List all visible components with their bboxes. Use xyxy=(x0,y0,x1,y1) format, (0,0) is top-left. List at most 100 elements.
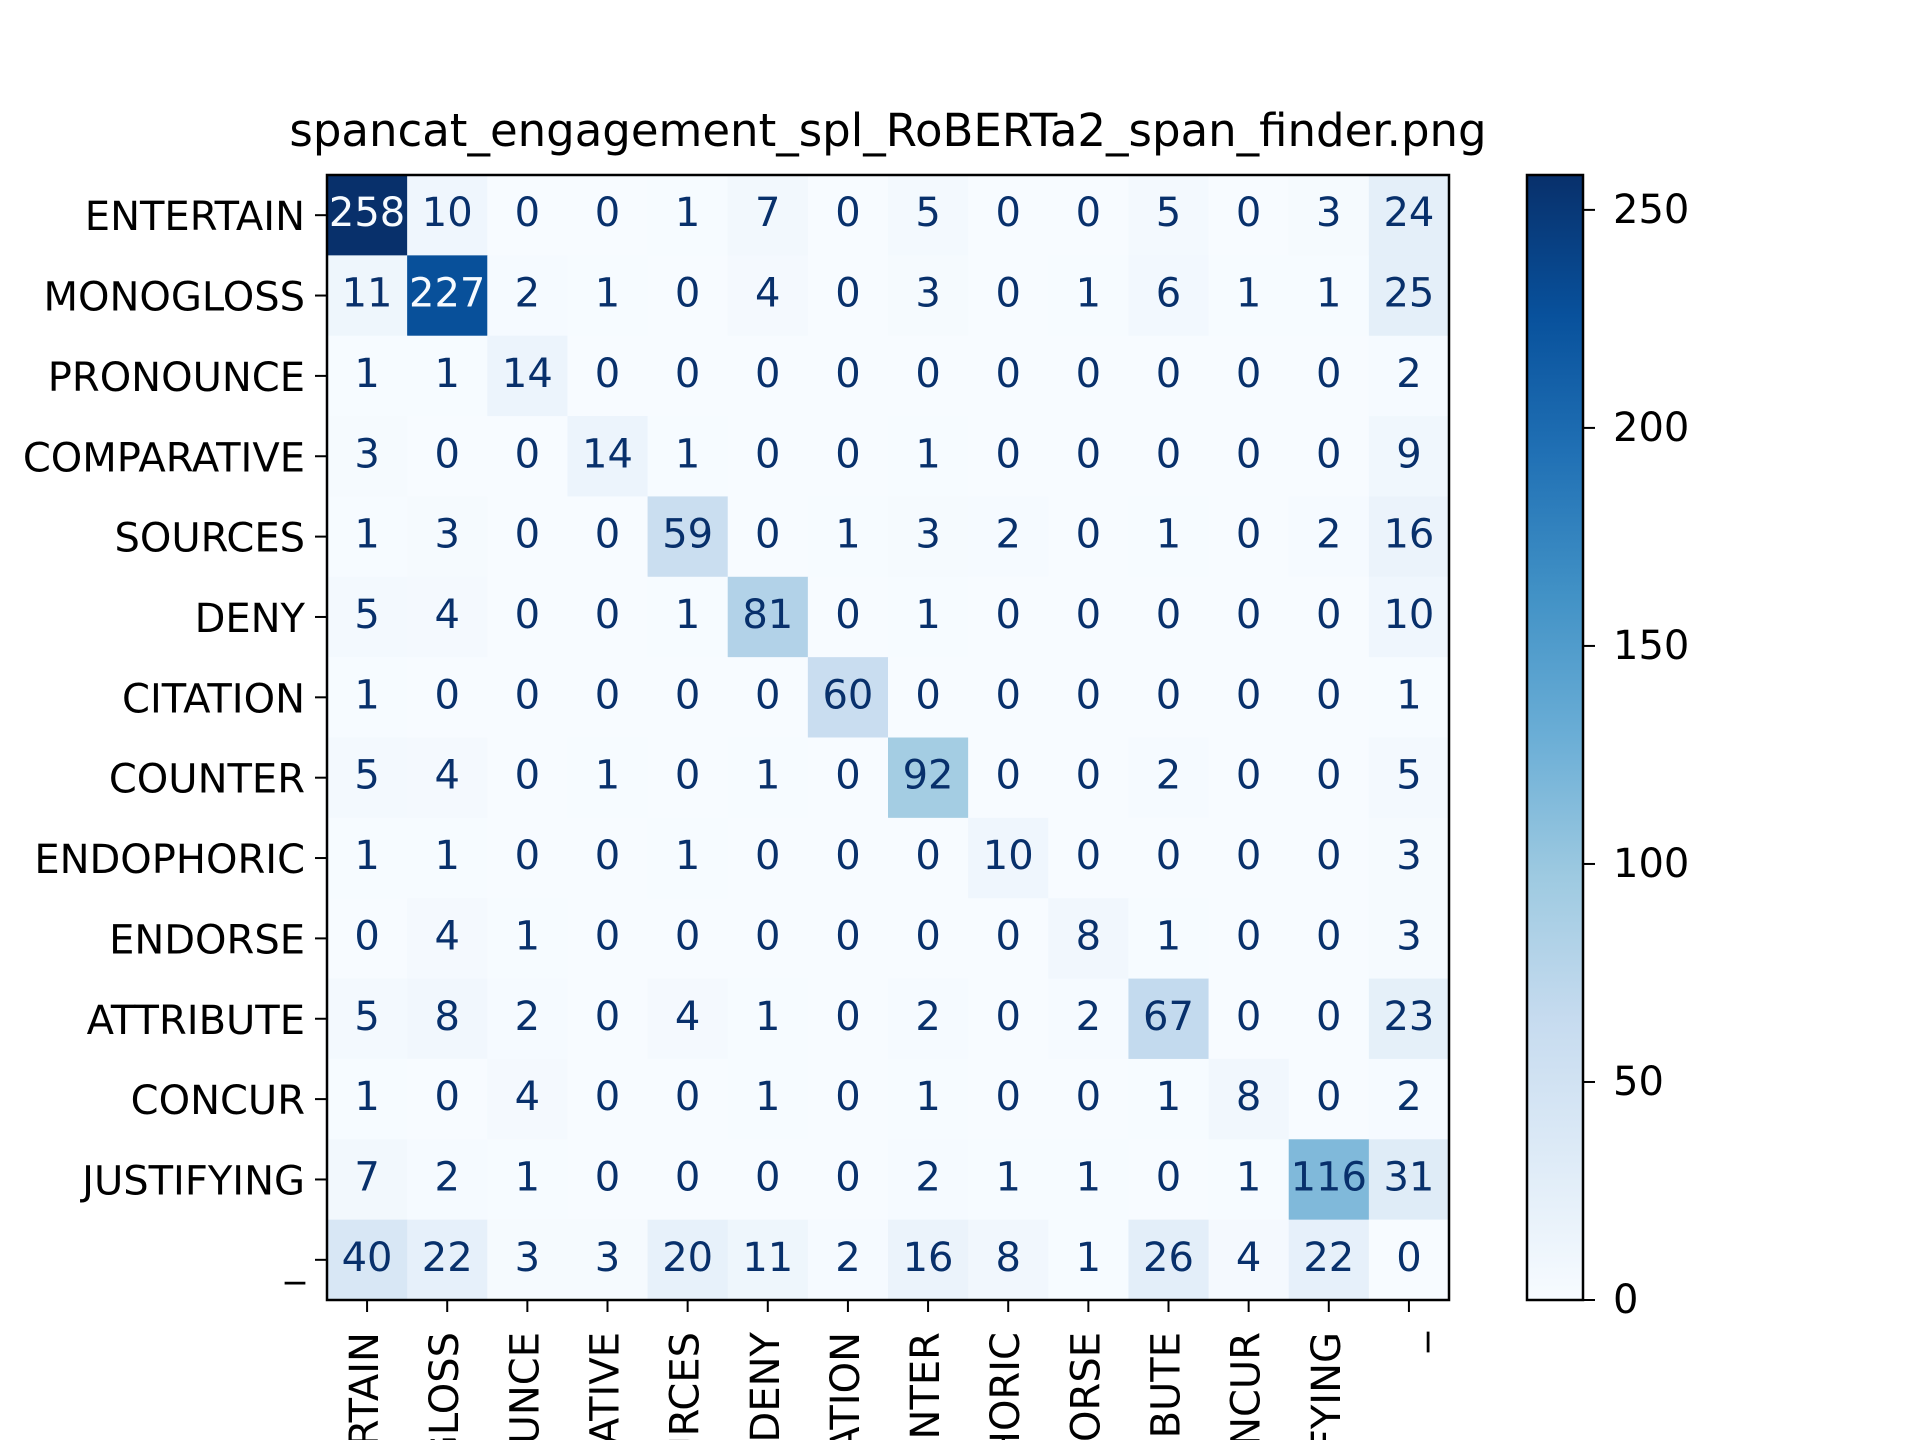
cell xyxy=(1048,737,1129,819)
cell xyxy=(727,817,809,899)
colorbar-tick-label: 0 xyxy=(1613,1277,1638,1323)
cell xyxy=(1048,657,1129,738)
cell-label: 1 xyxy=(915,1074,940,1120)
cell-label: 3 xyxy=(1396,913,1421,959)
cell xyxy=(487,657,568,738)
cell-label: 0 xyxy=(755,431,780,477)
cell-label: 0 xyxy=(1236,592,1261,638)
cell-label: 22 xyxy=(422,1235,473,1281)
cell-label: 0 xyxy=(675,913,700,959)
y-tick-label: ENDOPHORIC xyxy=(34,837,305,883)
cell-label: 92 xyxy=(903,753,954,799)
cell xyxy=(407,898,488,980)
cell-label: 2 xyxy=(515,271,540,317)
cell-label: 1 xyxy=(1076,1154,1101,1200)
cell xyxy=(407,335,488,417)
cell-label: 0 xyxy=(995,431,1020,477)
cell xyxy=(1368,1058,1450,1140)
cell-label: 0 xyxy=(1316,833,1341,879)
cell xyxy=(327,898,408,980)
cell-label: 0 xyxy=(835,190,860,236)
cell xyxy=(647,657,729,738)
cell-label: 3 xyxy=(1396,833,1421,879)
cell xyxy=(968,1139,1049,1221)
cell-label: 0 xyxy=(1156,1154,1181,1200)
cell xyxy=(1048,576,1129,658)
cell xyxy=(1208,657,1290,738)
cell xyxy=(327,496,408,578)
cell-label: 1 xyxy=(354,1074,379,1120)
cell-label: 0 xyxy=(595,1154,620,1200)
cell xyxy=(1128,737,1210,819)
cell-label: 1 xyxy=(755,994,780,1040)
cell-label: 0 xyxy=(1316,351,1341,397)
cell xyxy=(888,576,969,658)
cell-label: 1 xyxy=(354,351,379,397)
cell-label: 1 xyxy=(1396,672,1421,718)
cell xyxy=(727,978,809,1060)
cell xyxy=(647,496,729,578)
cell-label: 1 xyxy=(515,1154,540,1200)
x-tick-label: ENTERTAIN xyxy=(342,1332,388,1440)
cell-label: 10 xyxy=(1383,592,1434,638)
cell xyxy=(1368,496,1450,578)
cell xyxy=(487,1139,568,1221)
cell xyxy=(727,416,809,497)
y-tick-label: MONOGLOSS xyxy=(43,275,305,321)
cell-label: 22 xyxy=(1303,1235,1354,1281)
cell xyxy=(807,737,889,819)
cell xyxy=(807,1139,889,1221)
cell xyxy=(1128,1139,1210,1221)
cell-label: 0 xyxy=(1156,672,1181,718)
cell-label: 0 xyxy=(675,351,700,397)
x-tick-label: CITATION xyxy=(823,1332,869,1440)
cell-label: 0 xyxy=(995,190,1020,236)
cell xyxy=(727,657,809,738)
cell-label: 0 xyxy=(1316,1074,1341,1120)
y-tick-label: PRONOUNCE xyxy=(48,355,305,401)
cell xyxy=(1048,496,1129,578)
chart-title: spancat_engagement_spl_RoBERTa2_span_fin… xyxy=(289,104,1486,157)
cell-label: 0 xyxy=(915,672,940,718)
cell-label: 5 xyxy=(915,190,940,236)
cell xyxy=(1288,817,1370,899)
cell-label: 59 xyxy=(662,512,713,558)
cell xyxy=(968,255,1049,337)
cell-label: 1 xyxy=(595,271,620,317)
cell-label: 5 xyxy=(354,994,379,1040)
cell-label: 1 xyxy=(915,592,940,638)
cell-label: 16 xyxy=(903,1235,954,1281)
cell xyxy=(888,496,969,578)
cell xyxy=(647,416,729,497)
cell-label: 0 xyxy=(434,431,459,477)
cell-label: 2 xyxy=(915,994,940,1040)
cell-label: 0 xyxy=(835,351,860,397)
cell-label: 1 xyxy=(675,431,700,477)
cell xyxy=(1128,496,1210,578)
cell-label: 40 xyxy=(342,1235,393,1281)
cell-label: 0 xyxy=(995,753,1020,799)
x-tick-label: PRONOUNCE xyxy=(502,1332,548,1440)
cell-label: 1 xyxy=(835,512,860,558)
cell-label: 0 xyxy=(835,913,860,959)
cell-label: 0 xyxy=(835,994,860,1040)
cell xyxy=(727,496,809,578)
cell xyxy=(1128,817,1210,899)
cell-label: 0 xyxy=(835,592,860,638)
cell-label: 0 xyxy=(1236,351,1261,397)
cell-label: 0 xyxy=(995,1074,1020,1120)
cell-label: 2 xyxy=(1396,1074,1421,1120)
cell xyxy=(647,978,729,1060)
cell xyxy=(727,576,809,658)
cell xyxy=(1208,978,1290,1060)
cell xyxy=(407,817,488,899)
cell-label: 0 xyxy=(1236,672,1261,718)
cell xyxy=(1288,898,1370,980)
cell xyxy=(567,576,649,658)
cell-label: 116 xyxy=(1291,1154,1367,1200)
cell xyxy=(1368,335,1450,417)
cell-label: 1 xyxy=(1316,271,1341,317)
cell xyxy=(327,175,408,256)
cell-label: 10 xyxy=(422,190,473,236)
cell xyxy=(327,978,408,1060)
